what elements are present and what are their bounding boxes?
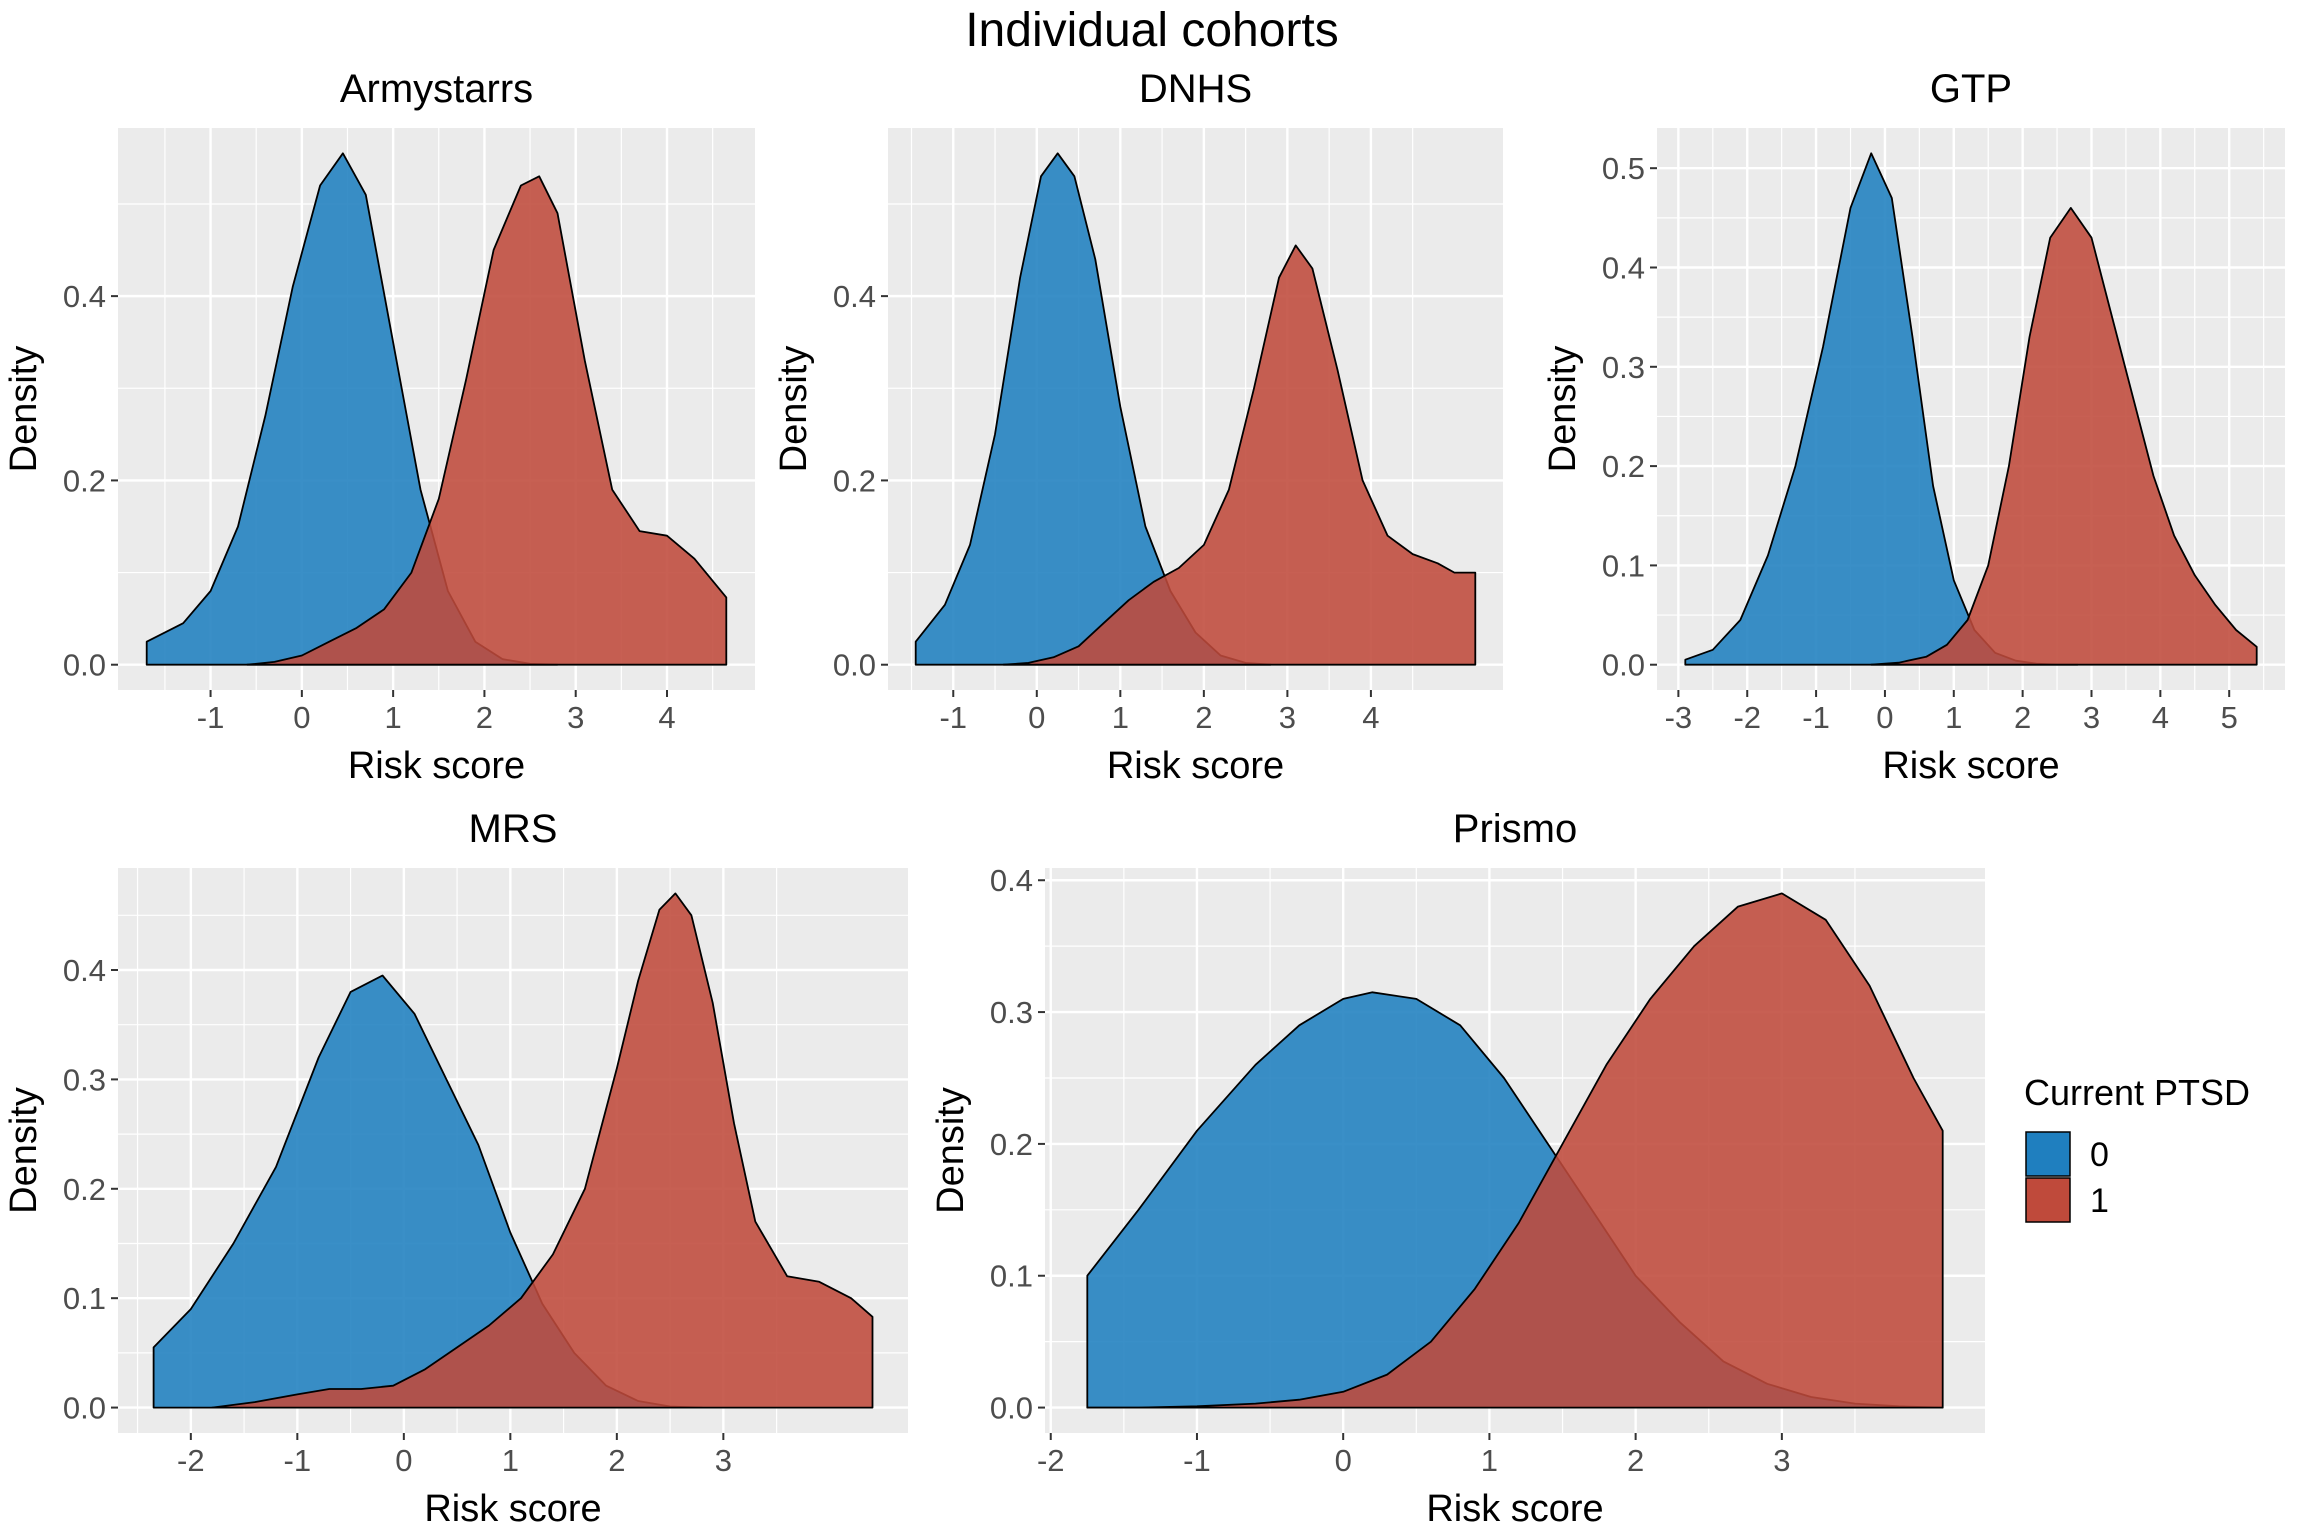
- x-tick-label: -2: [177, 1443, 205, 1478]
- panel-title: DNHS: [1139, 67, 1252, 111]
- x-tick-label: 0: [395, 1443, 412, 1478]
- x-tick-label: 2: [476, 700, 493, 735]
- y-tick-label: 0.2: [990, 1127, 1033, 1162]
- legend-label-0: 0: [2090, 1136, 2109, 1174]
- panel-title: Prismo: [1453, 807, 1577, 851]
- panel-gtp: -3 -2 -1 0 1 2 3 4 5 0.0 0.1 0.2 0.3 0.4 0.5 GTP Risk sc…: [1542, 67, 2285, 787]
- y-tick-label: 0.3: [990, 995, 1033, 1030]
- y-tick-label: 0.2: [1602, 449, 1645, 484]
- x-tick-label: 3: [1773, 1443, 1790, 1478]
- y-tick-label: 0.0: [63, 1391, 106, 1426]
- y-tick-label: 0.0: [990, 1391, 1033, 1426]
- y-tick-label: 0.2: [63, 463, 106, 498]
- x-tick-label: 2: [608, 1443, 625, 1478]
- x-tick-label: -1: [1183, 1443, 1211, 1478]
- x-tick-label: 3: [1279, 700, 1296, 735]
- x-tick-label: 3: [2083, 700, 2100, 735]
- y-axis-label: Density: [1542, 346, 1584, 473]
- x-tick-label: 1: [1481, 1443, 1498, 1478]
- panel-armystarrs: -1 0 1 2 3 4 0.0 0.2 0.4 Armystarrs Risk score Dens…: [3, 67, 755, 787]
- panel-title: MRS: [469, 807, 558, 851]
- y-axis-label: Density: [773, 346, 815, 473]
- y-axis-label: Density: [3, 1087, 45, 1214]
- density-area-group-1: [246, 175, 728, 666]
- y-tick-label: 0.1: [63, 1281, 106, 1316]
- panels: -1 0 1 2 3 4 0.0 0.2 0.4 Armystarrs Risk score Dens…: [3, 67, 2285, 1530]
- y-tick-label: 0.4: [990, 863, 1033, 898]
- y-tick-label: 0.3: [63, 1062, 106, 1097]
- x-tick-label: 4: [2152, 700, 2169, 735]
- y-tick-label: 0.4: [833, 279, 876, 314]
- x-tick-label: 1: [1112, 700, 1129, 735]
- legend-item-1: 1: [2025, 1177, 2109, 1223]
- panel-title: GTP: [1930, 67, 2012, 111]
- x-tick-label: 2: [1195, 700, 1212, 735]
- y-axis-label: Density: [930, 1087, 972, 1214]
- x-tick-label: -2: [1037, 1443, 1065, 1478]
- x-tick-label: 4: [658, 700, 675, 735]
- x-tick-label: 1: [1945, 700, 1962, 735]
- x-tick-label: -2: [1733, 700, 1761, 735]
- x-tick-label: 0: [1876, 700, 1893, 735]
- y-tick-label: 0.1: [990, 1259, 1033, 1294]
- x-tick-label: 2: [2014, 700, 2031, 735]
- x-axis-label: Risk score: [424, 1488, 601, 1530]
- y-tick-label: 0.3: [1602, 350, 1645, 385]
- x-tick-label: -3: [1665, 700, 1693, 735]
- y-tick-label: 0.4: [1602, 250, 1645, 285]
- x-tick-label: 0: [1335, 1443, 1352, 1478]
- x-tick-label: -1: [1802, 700, 1830, 735]
- density-area-group-1: [211, 892, 874, 1409]
- x-tick-label: 3: [567, 700, 584, 735]
- density-area-group-1: [1002, 244, 1477, 666]
- x-axis-label: Risk score: [1107, 745, 1284, 787]
- x-tick-label: 0: [293, 700, 310, 735]
- x-tick-label: 2: [1627, 1443, 1644, 1478]
- figure-title: Individual cohorts: [965, 4, 1339, 57]
- density-area-group-1: [1870, 207, 2258, 666]
- y-tick-label: 0.5: [1602, 151, 1645, 186]
- x-tick-label: -1: [939, 700, 967, 735]
- panel-prismo: -2 -1 0 1 2 3 0.0 0.1 0.2 0.3 0.4 Prismo Risk score D…: [930, 807, 1985, 1530]
- legend: Current PTSD 0 1: [2024, 1072, 2250, 1223]
- y-axis-label: Density: [3, 346, 45, 473]
- y-tick-label: 0.2: [63, 1172, 106, 1207]
- x-tick-label: 4: [1362, 700, 1379, 735]
- x-tick-label: -1: [197, 700, 225, 735]
- y-tick-label: 0.0: [1602, 648, 1645, 683]
- x-tick-label: 1: [385, 700, 402, 735]
- density-area-group-1: [1086, 892, 1944, 1409]
- x-tick-label: 0: [1028, 700, 1045, 735]
- legend-label-1: 1: [2090, 1182, 2109, 1220]
- x-axis-label: Risk score: [1882, 745, 2059, 787]
- legend-key-0: [2025, 1131, 2071, 1177]
- y-tick-label: 0.4: [63, 953, 106, 988]
- y-tick-label: 0.2: [833, 463, 876, 498]
- x-tick-label: -1: [284, 1443, 312, 1478]
- x-tick-label: 1: [502, 1443, 519, 1478]
- legend-key-1: [2025, 1177, 2071, 1223]
- x-tick-label: 5: [2221, 700, 2238, 735]
- y-tick-label: 0.0: [63, 648, 106, 683]
- x-tick-label: 3: [715, 1443, 732, 1478]
- panel-title: Armystarrs: [340, 67, 533, 111]
- x-axis-label: Risk score: [1426, 1488, 1603, 1530]
- panel-mrs: -2 -1 0 1 2 3 0.0 0.1 0.2 0.3 0.4 MRS Risk score Dens…: [3, 807, 908, 1530]
- y-tick-label: 0.1: [1602, 548, 1645, 583]
- x-axis-label: Risk score: [348, 745, 525, 787]
- legend-title: Current PTSD: [2024, 1072, 2250, 1113]
- legend-item-0: 0: [2025, 1131, 2109, 1177]
- panel-dnhs: -1 0 1 2 3 4 0.0 0.2 0.4 DNHS Risk score Density: [773, 67, 1503, 787]
- y-tick-label: 0.0: [833, 648, 876, 683]
- y-tick-label: 0.4: [63, 279, 106, 314]
